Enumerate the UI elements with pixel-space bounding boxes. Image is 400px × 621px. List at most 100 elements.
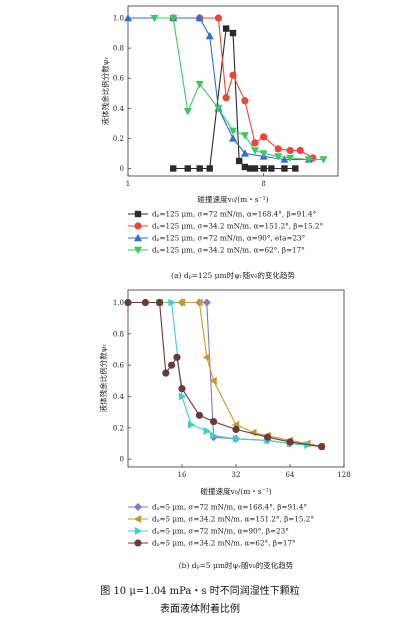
series-line xyxy=(128,18,309,160)
legend-item: dₚ=125 μm, σ=72 mN/m, α=90°, eta=23° xyxy=(128,234,305,243)
data-point xyxy=(286,438,293,445)
data-point xyxy=(260,133,267,140)
data-point xyxy=(260,165,266,171)
legend-label: dₚ=125 μm, σ=72 mN/m, α=90°, eta=23° xyxy=(152,234,305,243)
chart-a-legend: dₚ=125 μm, σ=72 mN/m, α=168.4°, β=91.4° d… xyxy=(128,210,323,255)
chart-b-caption: (b) dₚ=5 μm时ψᵣ随v₀的变化趋势 xyxy=(179,560,294,570)
data-point xyxy=(268,165,274,171)
data-point xyxy=(178,385,185,392)
legend-marker xyxy=(134,222,141,229)
legend-marker xyxy=(134,539,141,546)
y-tick-label: 0.4 xyxy=(113,393,125,401)
data-point xyxy=(185,165,191,171)
data-point xyxy=(292,165,298,171)
series-3 xyxy=(124,14,313,163)
legend-item: dₚ=5 μm, σ=34.2 mN/m, α=62°, β=17° xyxy=(128,539,296,548)
legend-marker xyxy=(134,503,142,511)
series-line xyxy=(173,18,313,158)
data-point xyxy=(241,132,249,139)
chart-a-x-axis-label: 碰撞速度v₀/(m・s⁻¹) xyxy=(197,194,268,204)
chart-a: 液体残余比例分数ψᵣ 碰撞速度v₀/(m・s⁻¹) 00.20.40.60.81… xyxy=(100,6,338,280)
legend-label: dₚ=125 μm, σ=34.2 mN/m, α=62°, β=17° xyxy=(152,246,305,255)
data-point xyxy=(207,165,213,171)
data-point xyxy=(232,426,239,433)
y-tick-label: 1.0 xyxy=(113,299,124,307)
series-2 xyxy=(155,299,324,451)
series-line xyxy=(160,303,308,446)
x-tick-label: 1 xyxy=(126,180,130,188)
series-line xyxy=(128,303,322,447)
data-point xyxy=(287,147,294,154)
series-2 xyxy=(170,14,317,161)
chart-b-legend: dₚ=5 μm, σ=72 mN/m, α=168.4°, β=91.4° dₚ=… xyxy=(128,503,314,548)
data-point xyxy=(318,443,325,450)
data-point xyxy=(229,72,236,79)
y-tick-label: 1.0 xyxy=(113,15,124,23)
data-point xyxy=(206,32,214,39)
series-1 xyxy=(124,299,326,451)
legend-label: dₚ=5 μm, σ=72 mN/m, α=90°, β=23° xyxy=(152,527,289,536)
data-point xyxy=(297,147,304,154)
data-point xyxy=(275,145,282,152)
legend-item: dₚ=5 μm, σ=72 mN/m, α=168.4°, β=91.4° xyxy=(128,503,307,512)
data-point xyxy=(210,418,217,425)
data-point xyxy=(173,354,180,361)
legend-item: dₚ=5 μm, σ=72 mN/m, α=90°, β=23° xyxy=(128,527,289,536)
legend-item: dₚ=125 μm, σ=34.2 mN/m, α=62°, β=17° xyxy=(128,246,305,255)
data-point xyxy=(168,362,175,369)
chart-b-x-axis-label: 碰撞速度v₀/(m・s⁻¹) xyxy=(200,486,271,496)
data-point xyxy=(142,299,149,306)
legend-marker xyxy=(134,515,141,523)
data-point xyxy=(162,369,169,376)
legend-item: dₚ=125 μm, σ=34.2 mN/m, α=151.2°, β=15.2… xyxy=(128,222,323,231)
y-tick-label: 0.8 xyxy=(113,330,124,338)
y-tick-label: 0.6 xyxy=(113,362,125,370)
y-tick-label: 0 xyxy=(120,165,124,173)
chart-b: 液体残余比例分数ψᵣ 碰撞速度v₀/(m・s⁻¹) 0 0.2 0.4 0.6 0.8 1… xyxy=(98,290,351,570)
chart-a-caption: (a) dₚ=125 μm时ψᵣ随v₀的变化趋势 xyxy=(171,270,295,280)
legend-label: dₚ=5 μm, σ=34.2 mN/m, α=62°, β=17° xyxy=(152,539,296,548)
x-tick-label: 16 xyxy=(178,471,187,479)
figure-caption-line-2: 表面液体附着比例 xyxy=(160,602,240,615)
data-point xyxy=(230,30,236,36)
legend-label: dₚ=125 μm, σ=72 mN/m, α=168.4°, β=91.4° xyxy=(152,210,316,219)
chart-b-y-axis-label: 液体残余比例分数ψᵣ xyxy=(98,343,108,412)
data-point xyxy=(156,299,163,306)
data-point xyxy=(229,134,237,141)
chart-a-y-axis-label: 液体残余比例分数ψᵣ xyxy=(100,56,110,125)
x-tick-label: 32 xyxy=(232,471,241,479)
data-point xyxy=(196,412,203,419)
data-point xyxy=(264,434,271,441)
data-point xyxy=(184,108,192,115)
legend-item: dₚ=5 μm, σ=34.2 mN/m, α=151.2°, β=15.2° xyxy=(128,515,314,524)
y-tick-label: 0.4 xyxy=(113,105,125,113)
data-point xyxy=(196,165,202,171)
data-point xyxy=(170,165,176,171)
legend-label: dₚ=125 μm, σ=34.2 mN/m, α=151.2°, β=15.2… xyxy=(152,222,323,231)
x-tick-label: 128 xyxy=(337,471,350,479)
x-tick-label: 64 xyxy=(286,471,295,479)
y-tick-label: 0 xyxy=(120,456,124,464)
data-point xyxy=(281,165,287,171)
data-point xyxy=(241,97,248,104)
data-point xyxy=(236,158,242,164)
chart-b-ticks: 0 0.2 0.4 0.6 0.8 1.0 16 32 64 128 xyxy=(113,299,351,479)
data-point xyxy=(203,299,211,307)
legend-marker xyxy=(135,211,141,217)
data-point xyxy=(223,94,230,101)
data-point xyxy=(223,25,229,31)
legend-label: dₚ=5 μm, σ=34.2 mN/m, α=151.2°, β=15.2° xyxy=(152,515,314,524)
x-tick-label: 8 xyxy=(261,180,265,188)
chart-b-series xyxy=(124,299,326,451)
chart-a-series xyxy=(124,14,327,172)
series-4 xyxy=(124,299,325,450)
legend-marker xyxy=(135,527,142,535)
figure-caption-line-1: 图 10 μ=1.04 mPa・s 时不同润湿性下颗粒 xyxy=(100,584,299,597)
legend-label: dₚ=5 μm, σ=72 mN/m, α=168.4°, β=91.4° xyxy=(152,503,307,512)
y-tick-label: 0.8 xyxy=(113,45,124,53)
data-point xyxy=(124,299,131,306)
y-tick-label: 0.2 xyxy=(113,424,124,432)
data-point xyxy=(188,421,195,429)
y-tick-label: 0.6 xyxy=(113,75,125,83)
